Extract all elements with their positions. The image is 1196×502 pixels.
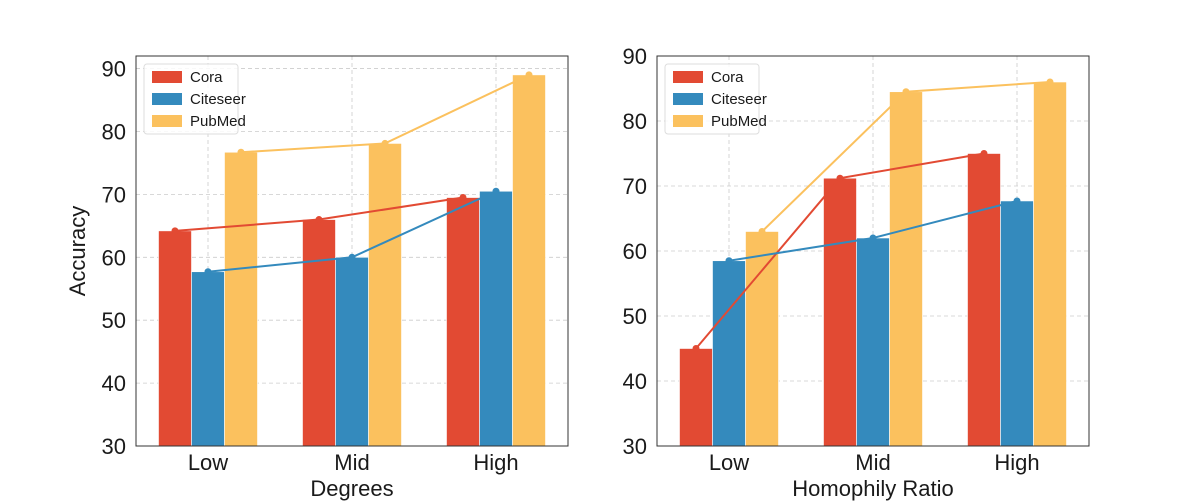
- y-tick-label: 50: [623, 304, 647, 329]
- point-citeseer: [204, 268, 212, 276]
- y-tick-label: 80: [623, 109, 647, 134]
- x-tick-label: Low: [188, 450, 228, 475]
- bar-citeseer: [712, 260, 746, 447]
- x-tick-label: High: [473, 450, 518, 475]
- bar-pubmed: [224, 151, 258, 447]
- y-tick-label: 70: [623, 174, 647, 199]
- x-tick-label: Mid: [855, 450, 890, 475]
- legend-swatch-pubmed: [152, 115, 182, 127]
- bar-pubmed: [745, 231, 779, 447]
- bar-citeseer: [856, 237, 890, 447]
- y-tick-label: 30: [102, 434, 126, 459]
- point-pubmed: [381, 139, 389, 147]
- legend-label-citeseer: Citeseer: [711, 91, 767, 108]
- bar-cora: [679, 348, 713, 447]
- y-tick-label: 50: [102, 308, 126, 333]
- legend-label-citeseer: Citeseer: [190, 91, 246, 108]
- point-pubmed: [237, 148, 245, 156]
- x-axis-title: Degrees: [310, 476, 393, 501]
- point-citeseer: [492, 187, 500, 195]
- x-tick-label: High: [994, 450, 1039, 475]
- y-tick-label: 40: [623, 369, 647, 394]
- y-tick-label: 30: [623, 434, 647, 459]
- chart-homophily-ratio: 30 40 50 60 70 80 90 Low Mid High Homophily Ratio C…: [623, 44, 1090, 501]
- point-pubmed: [1046, 78, 1054, 86]
- bar-citeseer: [1000, 200, 1034, 447]
- bar-citeseer: [479, 190, 513, 447]
- chart-degrees: 30 40 50 60 70 80 90 Low Mid High Degrees Accuracy C…: [65, 55, 569, 501]
- point-pubmed: [902, 88, 910, 96]
- point-citeseer: [725, 257, 733, 265]
- legend-swatch-cora: [673, 71, 703, 83]
- y-tick-label: 90: [102, 57, 126, 82]
- bar-cora: [446, 197, 480, 447]
- point-citeseer: [1013, 197, 1021, 205]
- bar-cora: [823, 177, 857, 447]
- point-cora: [315, 216, 323, 224]
- point-cora: [459, 194, 467, 202]
- x-tick-label: Mid: [334, 450, 369, 475]
- axes-frame: [135, 55, 569, 447]
- legend-label-pubmed: PubMed: [190, 113, 246, 130]
- y-tick-label: 90: [623, 44, 647, 69]
- legend-swatch-citeseer: [673, 93, 703, 105]
- bar-citeseer: [191, 271, 225, 447]
- bar-cora: [158, 230, 192, 447]
- y-tick-label: 60: [102, 245, 126, 270]
- y-tick-label: 40: [102, 371, 126, 396]
- point-citeseer: [869, 234, 877, 242]
- point-pubmed: [758, 228, 766, 235]
- point-citeseer: [348, 253, 356, 261]
- point-cora: [171, 227, 179, 235]
- point-cora: [980, 150, 988, 157]
- y-tick-label: 60: [623, 239, 647, 264]
- bar-citeseer: [335, 256, 369, 447]
- legend-label-cora: Cora: [711, 69, 744, 86]
- legend-label-cora: Cora: [190, 69, 223, 86]
- x-tick-label: Low: [709, 450, 749, 475]
- axes-frame: [656, 55, 1090, 447]
- point-cora: [692, 345, 700, 352]
- y-tick-label: 80: [102, 119, 126, 144]
- bar-pubmed: [889, 91, 923, 447]
- point-pubmed: [525, 71, 533, 79]
- legend-swatch-citeseer: [152, 93, 182, 105]
- point-cora: [836, 174, 844, 182]
- legend-swatch-pubmed: [673, 115, 703, 127]
- legend-label-pubmed: PubMed: [711, 113, 767, 130]
- y-tick-label: 70: [102, 182, 126, 207]
- bar-pubmed: [368, 143, 402, 447]
- legend-swatch-cora: [152, 71, 182, 83]
- bar-cora: [967, 153, 1001, 447]
- bar-cora: [302, 219, 336, 447]
- bar-pubmed: [512, 74, 546, 447]
- bar-pubmed: [1033, 81, 1067, 447]
- x-axis-title: Homophily Ratio: [792, 476, 953, 501]
- y-axis-title: Accuracy: [65, 206, 90, 296]
